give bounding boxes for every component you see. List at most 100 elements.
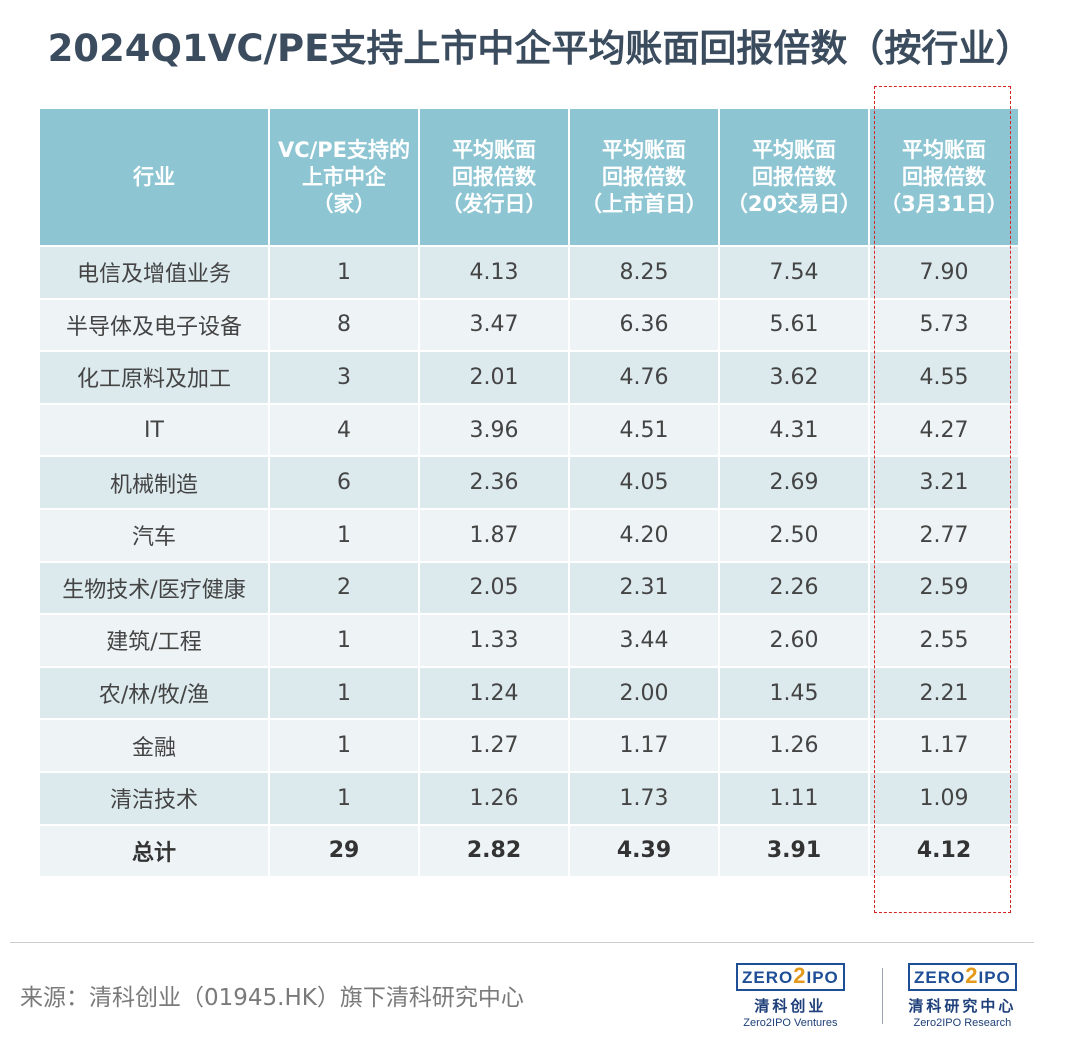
table-row: 金融 1 1.27 1.17 1.26 1.17 <box>38 718 1020 773</box>
value-cell: 1.73 <box>568 770 720 826</box>
value-cell: 1.87 <box>418 507 570 563</box>
value-cell: 4.20 <box>568 507 720 563</box>
value-cell: 1 <box>268 613 420 668</box>
value-cell: 8.25 <box>568 245 720 300</box>
value-cell: 2.21 <box>868 665 1020 721</box>
column-header-line: 平均账面 <box>452 137 536 162</box>
logo-research-en: Zero2IPO Research <box>913 1017 1012 1029</box>
source-note: 来源：清科创业（01945.HK）旗下清科研究中心 <box>20 985 524 1011</box>
column-header-0: 行业 <box>38 107 270 247</box>
column-header-2: 平均账面 回报倍数 （发行日） <box>418 107 570 247</box>
column-header-1: VC/PE支持的 上市中企 （家） <box>268 107 420 247</box>
value-cell: 4.39 <box>568 823 720 879</box>
value-cell: 1 <box>268 507 420 563</box>
value-cell: 2.26 <box>718 560 870 616</box>
value-cell: 2.01 <box>418 350 570 405</box>
value-cell: 1.33 <box>418 613 570 668</box>
value-cell: 4.12 <box>868 823 1020 879</box>
industry-cell: 生物技术/医疗健康 <box>38 560 270 616</box>
value-cell: 1.26 <box>418 770 570 826</box>
value-cell: 7.54 <box>718 245 870 300</box>
value-cell: 2.55 <box>868 613 1020 668</box>
value-cell: 1.45 <box>718 665 870 721</box>
industry-cell: IT <box>38 402 270 458</box>
column-header-4: 平均账面 回报倍数 （20交易日） <box>718 107 870 247</box>
column-header-line: 回报倍数 <box>602 164 686 189</box>
value-cell: 2 <box>268 560 420 616</box>
industry-cell: 电信及增值业务 <box>38 245 270 300</box>
value-cell: 1 <box>268 665 420 721</box>
column-header-line: 行业 <box>133 164 175 189</box>
value-cell: 1.26 <box>718 718 870 773</box>
value-cell: 3.21 <box>868 455 1020 510</box>
value-cell: 4.05 <box>568 455 720 510</box>
column-header-line: 平均账面 <box>902 137 986 162</box>
value-cell: 1.09 <box>868 770 1020 826</box>
value-cell: 4.31 <box>718 402 870 458</box>
value-cell: 4.76 <box>568 350 720 405</box>
value-cell: 4 <box>268 402 420 458</box>
industry-cell: 建筑/工程 <box>38 613 270 668</box>
value-cell: 2.00 <box>568 665 720 721</box>
column-header-line: （家） <box>312 191 376 216</box>
value-cell: 3.44 <box>568 613 720 668</box>
table-row: 汽车 1 1.87 4.20 2.50 2.77 <box>38 507 1020 563</box>
column-header-line: 上市中企 <box>302 164 386 189</box>
table-row: 机械制造 6 2.36 4.05 2.69 3.21 <box>38 455 1020 510</box>
value-cell: 2.36 <box>418 455 570 510</box>
value-cell: 2.82 <box>418 823 570 879</box>
table-row: 半导体及电子设备 8 3.47 6.36 5.61 5.73 <box>38 297 1020 353</box>
value-cell: 2.59 <box>868 560 1020 616</box>
logo-ventures-en: Zero2IPO Ventures <box>743 1017 838 1029</box>
industry-cell: 机械制造 <box>38 455 270 510</box>
value-cell: 2.60 <box>718 613 870 668</box>
value-cell: 3 <box>268 350 420 405</box>
logo-research: ZERO2IPO 清科研究中心 Zero2IPO Research <box>908 963 1017 1029</box>
table-row: 农/林/牧/渔 1 1.24 2.00 1.45 2.21 <box>38 665 1020 721</box>
value-cell: 4.51 <box>568 402 720 458</box>
value-cell: 1 <box>268 245 420 300</box>
table-row: 清洁技术 1 1.26 1.73 1.11 1.09 <box>38 770 1020 826</box>
industry-cell: 半导体及电子设备 <box>38 297 270 353</box>
value-cell: 3.96 <box>418 402 570 458</box>
logo-ventures: ZERO2IPO 清科创业 Zero2IPO Ventures <box>736 963 845 1029</box>
value-cell: 1 <box>268 718 420 773</box>
value-cell: 3.62 <box>718 350 870 405</box>
value-cell: 2.50 <box>718 507 870 563</box>
value-cell: 29 <box>268 823 420 879</box>
table-row: 生物技术/医疗健康 2 2.05 2.31 2.26 2.59 <box>38 560 1020 616</box>
logo-ventures-cn: 清科创业 <box>754 997 827 1015</box>
value-cell: 3.91 <box>718 823 870 879</box>
column-header-line: （3月31日） <box>880 191 1008 216</box>
column-header-line: （上市首日） <box>581 191 707 216</box>
industry-cell: 化工原料及加工 <box>38 350 270 405</box>
logo-research-cn: 清科研究中心 <box>908 997 1017 1015</box>
value-cell: 2.31 <box>568 560 720 616</box>
column-header-line: 平均账面 <box>752 137 836 162</box>
value-cell: 4.27 <box>868 402 1020 458</box>
column-header-line: VC/PE支持的 <box>277 137 411 162</box>
industry-cell: 总计 <box>38 823 270 879</box>
footer-divider <box>10 942 1034 943</box>
industry-cell: 汽车 <box>38 507 270 563</box>
value-cell: 1.17 <box>568 718 720 773</box>
table-header-row: 行业 VC/PE支持的 上市中企 （家） 平均账面 回报倍数 （发行日） 平均账面 回报倍数 （上… <box>38 107 1020 247</box>
logo-separator <box>882 968 883 1024</box>
column-header-line: 回报倍数 <box>452 164 536 189</box>
industry-cell: 农/林/牧/渔 <box>38 665 270 721</box>
industry-cell: 清洁技术 <box>38 770 270 826</box>
value-cell: 1.11 <box>718 770 870 826</box>
industry-cell: 金融 <box>38 718 270 773</box>
column-header-5: 平均账面 回报倍数 （3月31日） <box>868 107 1020 247</box>
table-row: 建筑/工程 1 1.33 3.44 2.60 2.55 <box>38 613 1020 668</box>
data-table: 行业 VC/PE支持的 上市中企 （家） 平均账面 回报倍数 （发行日） 平均账面 回报倍数 （上… <box>38 107 1020 879</box>
value-cell: 1.27 <box>418 718 570 773</box>
value-cell: 1 <box>268 770 420 826</box>
page-title: 2024Q1VC/PE支持上市中企平均账面回报倍数（按行业） <box>47 27 1033 70</box>
table-row: IT 4 3.96 4.51 4.31 4.27 <box>38 402 1020 458</box>
value-cell: 6 <box>268 455 420 510</box>
value-cell: 4.13 <box>418 245 570 300</box>
value-cell: 6.36 <box>568 297 720 353</box>
value-cell: 7.90 <box>868 245 1020 300</box>
value-cell: 2.05 <box>418 560 570 616</box>
